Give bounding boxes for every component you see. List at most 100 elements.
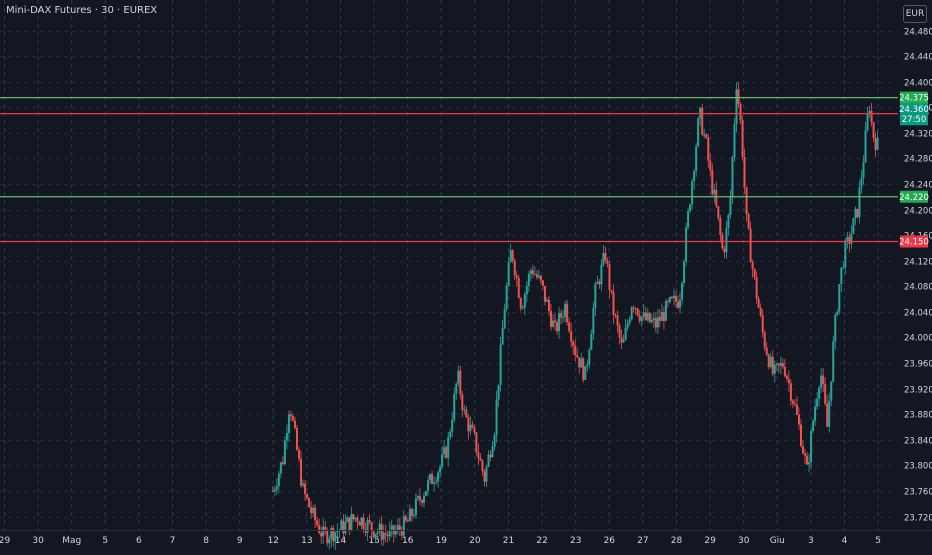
candle-body bbox=[592, 308, 595, 334]
candle-body bbox=[672, 295, 675, 299]
candle-body bbox=[493, 434, 496, 447]
candle-body bbox=[602, 253, 605, 265]
candle-body bbox=[499, 344, 502, 385]
candle-body bbox=[376, 531, 379, 534]
x-tick-label: 21 bbox=[503, 536, 514, 546]
candle-body bbox=[318, 525, 321, 534]
candle-body bbox=[370, 522, 373, 531]
candle-body bbox=[751, 262, 754, 269]
candle-body bbox=[664, 300, 667, 321]
candle-body bbox=[358, 522, 361, 526]
candle-body bbox=[622, 339, 625, 343]
y-tick-label: 24.280 bbox=[904, 155, 932, 165]
candle-body bbox=[400, 529, 403, 536]
candle-body bbox=[675, 295, 677, 302]
candle-body bbox=[275, 486, 278, 490]
candle-body bbox=[507, 262, 510, 286]
candle-body bbox=[620, 337, 623, 343]
candle-body bbox=[523, 294, 526, 308]
candle-body bbox=[543, 285, 546, 302]
candle-body bbox=[828, 400, 831, 427]
candle-body bbox=[418, 496, 421, 501]
candle-body bbox=[511, 250, 514, 261]
candle-body bbox=[785, 375, 788, 379]
candle-body bbox=[457, 370, 460, 384]
candle-body bbox=[763, 332, 766, 348]
x-tick-label: 7 bbox=[170, 536, 176, 546]
y-tick-label: 24.440 bbox=[904, 53, 932, 63]
candle-body bbox=[703, 134, 706, 136]
candle-body bbox=[681, 283, 684, 300]
candle-body bbox=[533, 274, 536, 276]
candle-body bbox=[842, 267, 845, 269]
candle-body bbox=[741, 120, 744, 158]
candle-body bbox=[420, 500, 423, 503]
candle-body bbox=[634, 308, 637, 310]
candle-body bbox=[795, 404, 798, 415]
candle-body bbox=[872, 122, 875, 138]
candle-body bbox=[775, 363, 778, 365]
candle-body bbox=[404, 516, 407, 521]
symbol-title[interactable]: Mini-DAX Futures · 30 · EUREX bbox=[6, 5, 158, 16]
x-tick-label: 12 bbox=[268, 536, 279, 546]
candle-body bbox=[483, 471, 486, 482]
candle-body bbox=[441, 454, 444, 467]
candle-body bbox=[310, 507, 313, 514]
candle-body bbox=[693, 170, 696, 182]
candle-body bbox=[433, 482, 436, 484]
candle-body bbox=[777, 363, 780, 366]
candle-body bbox=[459, 370, 462, 395]
candle-body bbox=[783, 366, 786, 376]
candle-body bbox=[711, 169, 714, 195]
candle-body bbox=[535, 274, 538, 278]
candle-body bbox=[820, 375, 823, 388]
x-tick-label: 30 bbox=[32, 536, 44, 546]
candle-body bbox=[840, 267, 843, 284]
candle-body bbox=[689, 204, 692, 211]
y-tick-label: 23.840 bbox=[904, 437, 932, 447]
candle-body bbox=[646, 312, 649, 320]
candle-body bbox=[862, 162, 865, 178]
candle-body bbox=[610, 289, 613, 292]
level-price-label: 24.220 bbox=[899, 193, 929, 203]
candle-body bbox=[447, 437, 450, 458]
candle-body bbox=[392, 525, 395, 535]
x-tick-label: 29 bbox=[704, 536, 716, 546]
candle-body bbox=[715, 189, 718, 207]
x-tick-label: 8 bbox=[203, 536, 209, 546]
candle-body bbox=[572, 341, 575, 347]
currency-button[interactable]: EUR bbox=[903, 5, 927, 23]
y-tick-label: 23.920 bbox=[904, 386, 932, 396]
candle-body bbox=[394, 530, 397, 535]
candle-body bbox=[455, 383, 458, 394]
candle-body bbox=[295, 427, 298, 450]
level-price-label: 24.150 bbox=[899, 238, 929, 248]
candle-body bbox=[628, 319, 631, 324]
candle-body bbox=[390, 525, 393, 530]
candle-body bbox=[326, 530, 329, 544]
candle-body bbox=[485, 466, 488, 482]
candle-body bbox=[797, 414, 800, 425]
y-tick-label: 24.400 bbox=[904, 79, 932, 89]
x-tick-label: 5 bbox=[102, 536, 108, 546]
candle-body bbox=[753, 268, 756, 278]
candle-body bbox=[388, 529, 391, 537]
candle-body bbox=[652, 318, 655, 321]
candle-body bbox=[410, 508, 413, 517]
candle-body bbox=[662, 312, 665, 321]
candle-body bbox=[836, 311, 839, 315]
candle-body bbox=[513, 260, 516, 276]
x-tick-label: 15 bbox=[368, 536, 379, 546]
candle-body bbox=[638, 315, 641, 321]
candle-body bbox=[830, 381, 833, 401]
candle-body bbox=[386, 534, 389, 537]
candle-body bbox=[554, 320, 557, 323]
candle-body bbox=[771, 356, 774, 374]
candle-body bbox=[749, 228, 752, 263]
candle-body bbox=[600, 264, 603, 285]
candle-body bbox=[427, 480, 430, 492]
candle-body bbox=[566, 303, 569, 323]
candle-body bbox=[380, 523, 383, 540]
